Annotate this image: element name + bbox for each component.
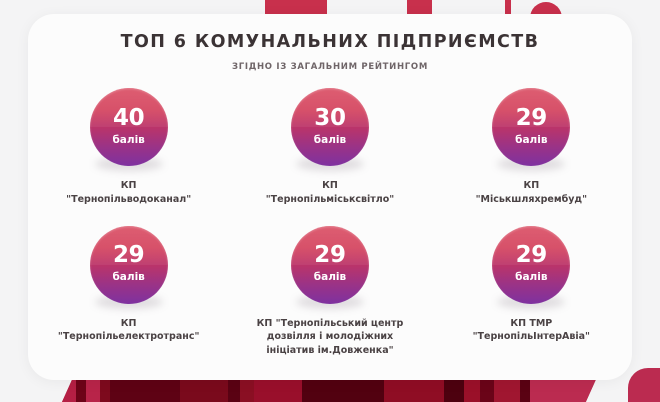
page-subtitle: ЗГІДНО ІЗ ЗАГАЛЬНИМ РЕЙТИНГОМ (231, 62, 429, 72)
score-item-2[interactable]: 30 балів КП "Тернопільміськсвітло" (232, 86, 428, 207)
score-unit: балів (112, 133, 145, 146)
score-value: 30 (314, 104, 346, 131)
banner-stripe (100, 366, 110, 402)
score-value: 29 (112, 242, 145, 269)
score-item-1[interactable]: 40 балів КП "Тернопільводоканал" (31, 86, 227, 207)
score-value: 29 (515, 104, 548, 131)
score-item-3[interactable]: 29 балів КП "Міськшляхрембуд" (433, 86, 629, 207)
caption-line: "Тернопільводоканал" (66, 193, 192, 205)
page-title: ТОП 6 КОМУНАЛЬНИХ ПІДПРИЄМСТВ (120, 32, 540, 52)
score-unit: балів (313, 133, 347, 146)
caption-line: "Міськшляхрембуд" (475, 193, 588, 205)
score-item-6[interactable]: 29 балів КП ТМР "ТернопільІнтерАвіа" (433, 224, 629, 345)
caption-line: дозвілля і молодіжних (266, 331, 394, 343)
score-unit: балів (515, 271, 548, 284)
caption-line: "Тернопільміськсвітло" (265, 193, 395, 205)
decor-rectangle-icon (265, 0, 327, 17)
score-badge: 40 балів (89, 88, 168, 166)
score-caption: КП ТМР "ТернопільІнтерАвіа" (473, 317, 590, 345)
score-badge: 29 балів (492, 225, 571, 304)
score-badge-wrapper: 29 балів (490, 86, 572, 168)
decor-bar-icon (505, 0, 511, 20)
score-badge-wrapper: 40 балів (88, 86, 170, 168)
score-caption: КП "Тернопільміськсвітло" (266, 179, 395, 207)
caption-line: "Тернопільелектротранс" (57, 331, 200, 343)
score-value: 40 (112, 104, 145, 131)
banner-stripe (520, 366, 530, 402)
caption-line: КП (120, 317, 137, 329)
score-unit: балів (515, 133, 548, 146)
score-item-4[interactable]: 29 балів КП "Тернопільелектротранс" (31, 224, 227, 345)
banner-corner-blob (628, 368, 660, 402)
score-grid: 40 балів КП "Тернопільводоканал" 30 балі… (28, 86, 632, 358)
score-badge: 29 балів (492, 88, 571, 166)
banner-stripe (76, 366, 86, 402)
score-value: 29 (515, 242, 548, 269)
caption-line: ініціатив ім.Довженка" (266, 345, 394, 357)
score-badge: 29 балів (290, 225, 369, 304)
content-card (28, 14, 632, 380)
score-badge-wrapper: 29 балів (289, 224, 371, 306)
score-unit: балів (313, 271, 347, 284)
caption-line: КП (322, 180, 338, 191)
caption-line: КП "Тернопільський центр (256, 317, 404, 329)
score-badge-wrapper: 30 балів (289, 86, 371, 168)
score-item-5[interactable]: 29 балів КП "Тернопільський центр дозвіл… (232, 224, 428, 358)
score-caption: КП "Тернопільський центр дозвілля і моло… (257, 317, 404, 358)
score-badge: 30 балів (290, 88, 369, 166)
score-badge: 29 балів (89, 225, 168, 304)
caption-line: КП (523, 180, 540, 191)
score-unit: балів (112, 271, 145, 284)
caption-line: КП ТМР (510, 317, 553, 329)
caption-line: "ТернопільІнтерАвіа" (472, 331, 590, 343)
score-row-top: 40 балів КП "Тернопільводоканал" 30 балі… (28, 86, 632, 207)
score-row-bottom: 29 балів КП "Тернопільелектротранс" 29 б… (28, 224, 632, 358)
score-caption: КП "Тернопільелектротранс" (58, 317, 200, 345)
decor-square-icon (407, 0, 432, 15)
score-badge-wrapper: 29 балів (88, 224, 170, 306)
score-caption: КП "Міськшляхрембуд" (476, 179, 587, 207)
caption-line: КП (120, 180, 137, 191)
score-value: 29 (314, 242, 346, 269)
score-badge-wrapper: 29 балів (490, 224, 572, 306)
score-caption: КП "Тернопільводоканал" (66, 179, 191, 207)
